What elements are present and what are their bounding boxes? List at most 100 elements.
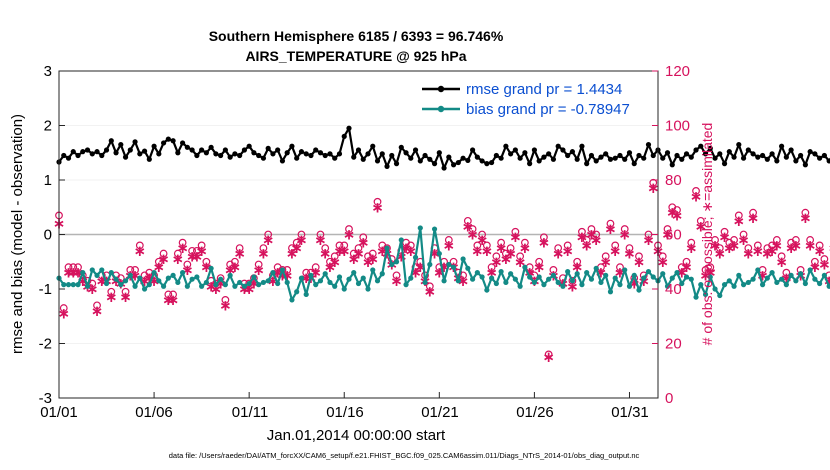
obs-assimilated-point: ∗ <box>252 261 265 279</box>
bias-point <box>370 267 376 273</box>
rmse-point <box>351 154 357 160</box>
rmse-point <box>759 152 766 159</box>
bias-point <box>118 282 124 288</box>
ytick-right: 120 <box>665 63 690 80</box>
rmse-point <box>465 157 471 163</box>
data-file-footnote: data file: /Users/raeder/DAI/ATM_forcXX/… <box>169 451 640 460</box>
obs-assimilated-point: ∗ <box>195 242 208 260</box>
rmse-point <box>360 156 366 162</box>
obs-assimilated-point: ∗ <box>67 264 80 282</box>
obs-possible-point <box>497 238 506 247</box>
rmse-point <box>717 151 723 157</box>
obs-possible-point <box>302 268 311 277</box>
rmse-point <box>256 152 262 159</box>
obs-possible-point <box>720 227 729 236</box>
bias-point <box>360 275 366 281</box>
bias-point <box>113 276 119 282</box>
bias-point <box>199 283 205 289</box>
obs-assimilated-point: ∗ <box>775 253 788 271</box>
obs-assimilated-point: ∗ <box>813 242 826 260</box>
obs-assimilated-point: ∗ <box>233 245 246 263</box>
legend-bias-label: bias grand pr = -0.78947 <box>466 101 630 118</box>
rmse-point <box>650 152 656 159</box>
obs-possible-point <box>373 197 382 206</box>
legend-rmse-marker <box>437 85 445 93</box>
rmse-point <box>527 161 533 167</box>
rmse-point <box>122 154 129 160</box>
rmse-point <box>298 149 305 155</box>
rmse-point <box>745 147 751 153</box>
obs-possible-point <box>587 225 596 233</box>
bias-point <box>465 265 471 271</box>
obs-possible-point <box>511 227 520 236</box>
rmse-point <box>94 149 100 155</box>
rmse-point <box>303 151 309 157</box>
obs-possible-point <box>744 244 753 253</box>
xtick-label: 01/16 <box>326 404 364 421</box>
obs-possible-point <box>772 236 781 244</box>
obs-assimilated-point: ∗ <box>290 239 303 257</box>
obs-assimilated-point: ∗ <box>647 179 660 197</box>
rmse-point <box>194 152 200 159</box>
obs-possible-point <box>582 236 591 244</box>
bias-point <box>265 278 271 284</box>
obs-possible-point <box>620 225 629 233</box>
obs-possible-point <box>245 279 254 288</box>
legend: rmse grand pr = 1.4434 bias grand pr = -… <box>419 75 653 120</box>
bias-point <box>584 270 590 276</box>
rmse-point <box>707 145 713 151</box>
xtick-label: 01/01 <box>40 404 78 421</box>
obs-possible-point <box>806 236 815 244</box>
rmse-point <box>118 141 124 148</box>
bias-point <box>812 276 818 282</box>
rmse-point <box>398 144 404 150</box>
obs-possible-point <box>444 236 453 244</box>
obs-assimilated-point: ∗ <box>466 226 479 244</box>
obs-assimilated-point: ∗ <box>737 231 750 249</box>
bias-point <box>213 282 219 288</box>
bias-point <box>99 267 105 273</box>
bias-point <box>450 264 457 270</box>
bias-point <box>303 291 309 298</box>
obs-possible-point <box>235 244 244 253</box>
rmse-point <box>208 144 214 150</box>
obs-possible-point <box>730 236 738 244</box>
obs-assimilated-point: ∗ <box>347 250 360 268</box>
ytick-left: 0 <box>44 227 52 244</box>
obs-possible-point <box>573 257 582 266</box>
rmse-point <box>641 155 647 161</box>
rmse-point <box>308 152 314 159</box>
obs-possible-point <box>739 230 748 239</box>
bias-point <box>417 225 423 231</box>
bias-point <box>422 279 428 286</box>
bias-point <box>384 245 390 251</box>
rmse-point <box>80 149 86 155</box>
bias-point <box>170 272 176 278</box>
bias-point <box>702 291 709 298</box>
bias-point <box>232 283 238 289</box>
obs-possible-point <box>706 263 715 272</box>
bias-point <box>156 278 162 284</box>
rmse-point <box>817 155 823 161</box>
rmse-point <box>489 159 495 166</box>
obs-assimilated-point: ∗ <box>723 239 736 257</box>
x-axis: 01/01 01/06 01/11 01/16 01/21 01/26 01/3… <box>40 392 649 421</box>
obs-assimilated-point: ∗ <box>162 291 175 309</box>
bias-point <box>679 280 685 287</box>
rmse-point <box>336 151 343 157</box>
bias-point <box>441 278 447 284</box>
rmse-point <box>565 152 571 159</box>
rmse-point <box>322 152 328 159</box>
rmse-point <box>664 150 671 156</box>
bias-point <box>270 270 276 276</box>
obs-assimilated-point: ∗ <box>661 226 674 244</box>
bias-point <box>351 270 357 276</box>
bias-point <box>755 267 761 273</box>
xtick-label: 01/31 <box>611 404 649 421</box>
bias-point <box>493 280 499 287</box>
bias-point <box>817 280 823 287</box>
bias-point <box>146 282 152 288</box>
bias-point <box>707 274 713 280</box>
bias-point <box>522 264 528 270</box>
chart-title: Southern Hemisphere 6185 / 6393 = 96.746… <box>209 28 504 44</box>
